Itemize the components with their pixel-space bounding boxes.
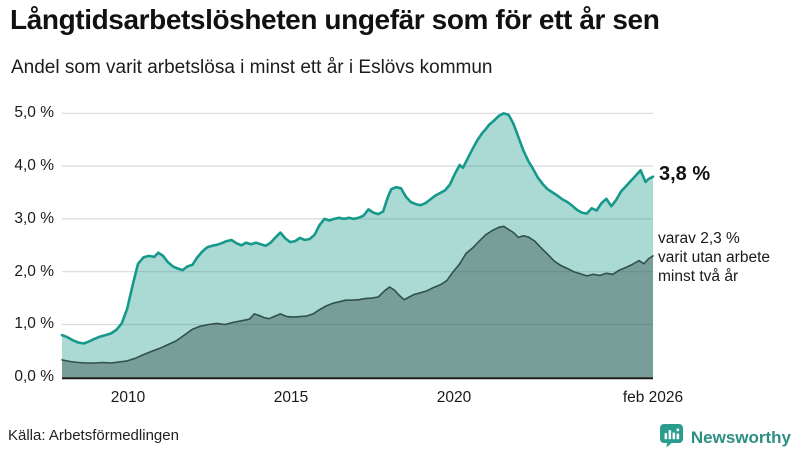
y-axis-tick-label: 4,0 % [14, 157, 54, 174]
series-end-value-label: 3,8 % [659, 163, 711, 185]
newsworthy-logo-icon [659, 423, 684, 453]
y-axis-tick-label: 1,0 % [14, 315, 54, 332]
brand-name: Newsworthy [690, 428, 791, 447]
source-note: Källa: Arbetsförmedlingen [8, 427, 179, 444]
x-axis-tick-label: 2010 [110, 389, 146, 406]
series-end-sublabel-line: varit utan arbete [658, 249, 771, 266]
x-axis-tick-label: 2015 [273, 389, 309, 406]
series-end-sublabel: varav 2,3 % varit utan arbete minst två … [658, 229, 770, 286]
series-end-sublabel-line: varav 2,3 % [658, 230, 740, 247]
y-axis-tick-label: 0,0 % [14, 368, 54, 385]
brand-lockup: Newsworthy [659, 423, 791, 453]
y-axis-tick-label: 5,0 % [14, 104, 54, 121]
page-subtitle: Andel som varit arbetslösa i minst ett å… [11, 57, 493, 78]
y-axis-tick-label: 2,0 % [14, 263, 54, 280]
x-axis-tick-label: feb 2026 [622, 389, 684, 406]
page-title: Långtidsarbetslösheten ungefär som för e… [10, 4, 660, 35]
series-end-sublabel-line: minst två år [658, 268, 739, 285]
y-axis-tick-label: 3,0 % [14, 210, 54, 227]
x-axis-tick-label: 2020 [436, 389, 472, 406]
